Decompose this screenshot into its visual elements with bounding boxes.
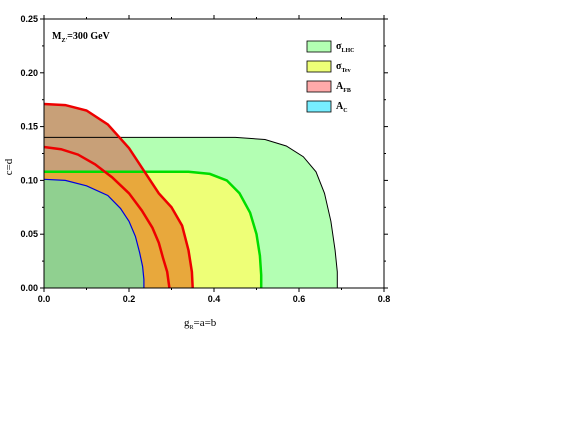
curve-ac <box>43 178 145 288</box>
x-tick-label: 0.6 <box>293 294 306 304</box>
y-tick-label: 0.20 <box>20 68 38 78</box>
curve-afb <box>43 102 194 289</box>
x-tick-label: 0.2 <box>123 294 136 304</box>
axis-ticks: 0.0 0.2 0.4 0.6 0.8 0.00 0.05 0.10 0.15 0.20 0.25 <box>20 14 390 304</box>
y-tick-label: 0.00 <box>20 283 38 293</box>
curve-lhc <box>44 136 338 288</box>
legend-label-ac: AC <box>336 101 348 114</box>
legend: σLHC σTev AFB AC <box>306 40 354 114</box>
x-tick-label: 0.8 <box>378 294 391 304</box>
x-axis-label: gR=a=b <box>184 317 217 331</box>
legend-label-afb: AFB <box>336 81 351 94</box>
y-axis-label: c=d <box>3 158 15 175</box>
region-ac <box>44 179 144 288</box>
y-tick-label: 0.25 <box>20 14 38 24</box>
y-tick-label: 0.10 <box>20 175 38 185</box>
legend-swatch-ac <box>306 100 332 113</box>
mass-annotation: MZ'=300 GeV <box>52 31 111 44</box>
legend-swatch-lhc <box>306 40 332 53</box>
region-fills <box>44 104 338 288</box>
legend-label-tev: σTev <box>336 61 351 74</box>
region-boundaries <box>43 102 338 289</box>
curve-tev <box>44 170 263 288</box>
x-tick-label: 0.4 <box>208 294 221 304</box>
y-tick-label: 0.05 <box>20 229 38 239</box>
legend-swatch-afb <box>306 80 332 93</box>
legend-label-lhc: σLHC <box>336 41 354 54</box>
curve-afb-inner <box>43 145 171 289</box>
legend-swatch-tev <box>306 60 332 73</box>
x-tick-label: 0.0 <box>38 294 51 304</box>
y-tick-label: 0.15 <box>20 122 38 132</box>
